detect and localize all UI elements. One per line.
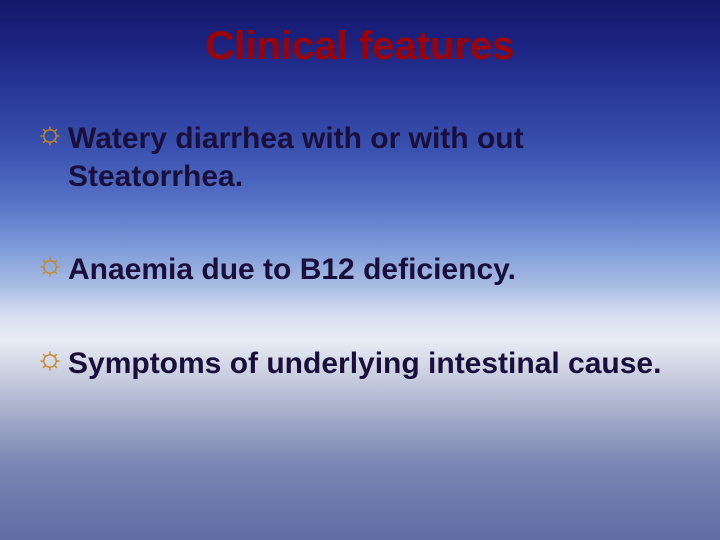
bullet-text: Watery diarrhea with or with out Steator…	[68, 120, 700, 195]
bullet-text: Anaemia due to B12 deficiency.	[68, 251, 700, 289]
bullet-text: Symptoms of underlying intestinal cause.	[68, 345, 700, 383]
bullet-icon	[38, 349, 62, 373]
bullet-icon	[38, 255, 62, 279]
list-item: Symptoms of underlying intestinal cause.	[38, 345, 700, 383]
list-item: Anaemia due to B12 deficiency.	[38, 251, 700, 289]
bullet-icon	[38, 124, 62, 148]
list-item: Watery diarrhea with or with out Steator…	[38, 120, 700, 195]
slide: Clinical features	[0, 0, 720, 540]
slide-content: Watery diarrhea with or with out Steator…	[38, 120, 700, 438]
slide-title: Clinical features	[0, 24, 720, 69]
